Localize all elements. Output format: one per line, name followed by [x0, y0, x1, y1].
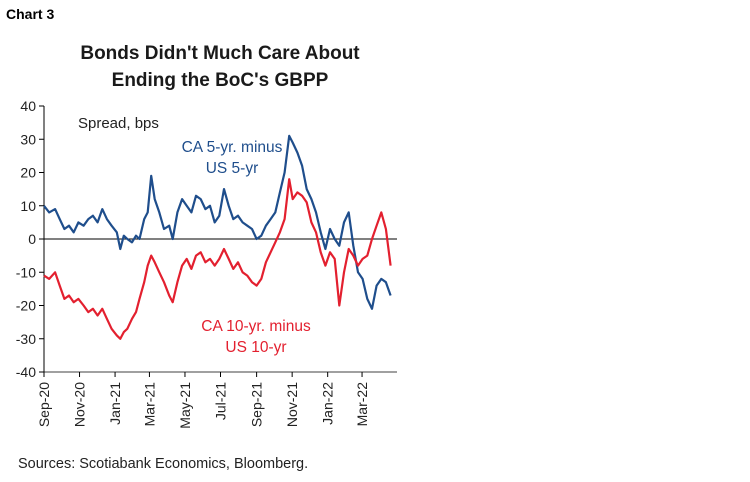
series-line-ca10-minus-us10 [43, 178, 392, 340]
series-label-ca10: CA 10-yr. minus [201, 318, 311, 335]
y-tick-label: 10 [20, 198, 36, 214]
y-axis: 40 30 20 10 0 -10 -20 -30 -40 [16, 98, 45, 380]
chart-title-line-1: Bonds Didn't Much Care About [80, 43, 360, 64]
x-tick-label: Jan-22 [320, 382, 336, 425]
y-tick-label: -20 [16, 298, 36, 314]
y-tick-label: 40 [20, 98, 36, 114]
x-tick-label: Nov-21 [284, 382, 300, 427]
series-labels: CA 5-yr. minus US 5-yr CA 10-yr. minus US 1… [182, 139, 311, 356]
series-label-ca10: US 10-yr [225, 339, 286, 356]
series-label-ca5: US 5-yr [206, 160, 259, 177]
chart-title: Bonds Didn't Much Care About Ending the … [40, 40, 400, 94]
chart-title-line-2: Ending the BoC's GBPP [111, 70, 329, 91]
chart-number: Chart 3 [6, 6, 55, 22]
x-tick-label: Sep-20 [36, 382, 52, 427]
line-chart: 40 30 20 10 0 -10 -20 -30 -40 Sep-20 Nov-20 Jan-21… [16, 98, 397, 429]
y-axis-label: Spread, bps [78, 115, 159, 132]
x-tick-label: May-21 [177, 382, 193, 429]
x-tick-label: Nov-20 [72, 382, 88, 427]
x-tick-label: Sep-21 [249, 382, 265, 427]
x-axis: Sep-20 Nov-20 Jan-21 Mar-21 May-21 Jul-21 Sep-… [36, 371, 397, 429]
series-label-ca5: CA 5-yr. minus [182, 139, 283, 156]
x-tick-label: Jul-21 [213, 382, 229, 420]
x-tick-label: Mar-21 [141, 382, 157, 427]
series-layer [43, 134, 392, 340]
y-tick-label: -40 [16, 364, 36, 380]
y-tick-label: 30 [20, 131, 36, 147]
source-note: Sources: Scotiabank Economics, Bloomberg… [18, 456, 309, 472]
y-tick-label: 0 [28, 231, 36, 247]
y-tick-label: -10 [16, 264, 36, 280]
x-tick-label: Jan-21 [107, 382, 123, 425]
y-tick-label: 20 [20, 165, 36, 181]
series-line-ca5-minus-us5 [43, 134, 392, 310]
y-tick-label: -30 [16, 331, 36, 347]
x-tick-label: Mar-22 [354, 382, 370, 427]
